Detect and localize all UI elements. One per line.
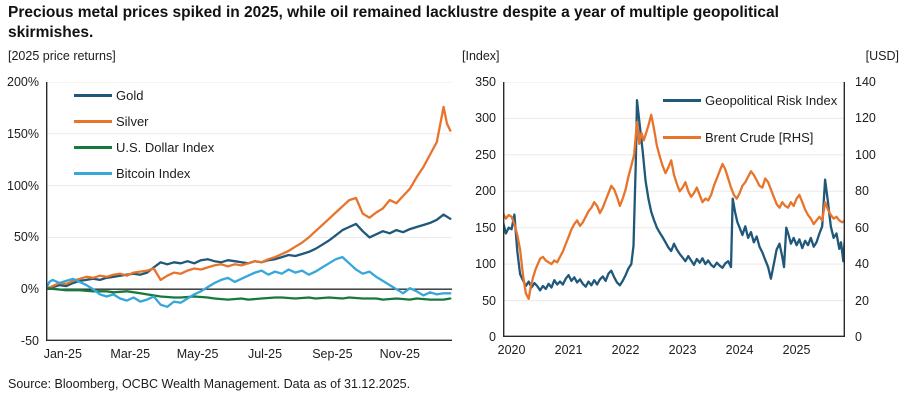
y-axis-tick-label: 40: [855, 257, 869, 272]
y-axis-tick-label: 0: [489, 330, 496, 344]
legend-item: Bitcoin Index: [74, 160, 214, 186]
series-line: [46, 287, 452, 301]
y-axis-tick-label: 50: [482, 293, 496, 308]
y-axis-tick-label: 60: [855, 220, 869, 235]
series-line: [503, 113, 845, 300]
legend-label: Bitcoin Index: [116, 165, 191, 181]
legend-label: U.S. Dollar Index: [116, 139, 215, 155]
price-returns-2025-svg: [46, 82, 452, 341]
series-line: [46, 255, 452, 308]
y-axis-tick-label: 120: [855, 111, 876, 126]
series-line: [46, 105, 452, 291]
legend-item: Silver: [74, 108, 214, 134]
y-axis-tick-label: 250: [475, 147, 496, 162]
legend-line-swatch: [74, 145, 112, 149]
x-axis-tick-label: 2022: [611, 343, 640, 357]
right-chart-left-axis-unit-label: [Index]: [462, 49, 500, 63]
x-axis-tick-label: Jan-25: [43, 347, 82, 361]
legend-label: Geopolitical Risk Index: [705, 93, 838, 108]
y-axis-tick-label: 20: [855, 293, 869, 308]
legend-label: Gold: [116, 87, 144, 103]
legend-label: Silver: [116, 113, 149, 129]
y-axis-tick-label: 80: [855, 184, 869, 199]
source-note: Source: Bloomberg, OCBC Wealth Managemen…: [8, 377, 411, 391]
legend-item: Geopolitical Risk Index: [663, 82, 837, 119]
series-line: [503, 99, 845, 292]
y-axis-tick-label: 0%: [20, 282, 39, 297]
x-axis-tick-label: Nov-25: [379, 347, 420, 361]
series-line: [46, 213, 452, 291]
x-axis-tick-label: 2021: [554, 343, 583, 357]
y-axis-tick-label: 140: [855, 75, 876, 89]
x-axis-tick-label: Mar-25: [110, 347, 151, 361]
returns-chart-plot: Gold Silver U.S. Dollar Index Bitcoin Index…: [7, 75, 452, 361]
y-axis-tick-label: 0: [855, 330, 862, 344]
legend-line-swatch: [663, 136, 701, 139]
figure-title: Precious metal prices spiked in 2025, wh…: [8, 4, 779, 41]
legend-line-swatch: [74, 93, 112, 97]
legend-line-swatch: [74, 119, 112, 123]
y-axis-tick-label: 300: [475, 111, 496, 126]
y-axis-tick-label: -50: [20, 334, 39, 348]
y-axis-tick-label: 50%: [13, 230, 39, 245]
x-axis-tick-label: Jul-25: [247, 347, 283, 361]
legend-label: Brent Crude [RHS]: [705, 130, 814, 145]
legend-item: Brent Crude [RHS]: [663, 119, 837, 156]
x-axis-tick-label: 2024: [725, 343, 754, 357]
x-axis-tick-label: Sep-25: [312, 347, 353, 361]
geopolitical-risk-vs-brent-svg: [503, 82, 845, 337]
right-chart-right-axis-unit-label: [USD]: [865, 49, 899, 63]
x-axis-tick-label: 2023: [668, 343, 697, 357]
y-axis-tick-label: 200%: [7, 75, 39, 89]
legend-item: Gold: [74, 82, 214, 108]
left-chart-axis-unit-label: [2025 price returns]: [8, 49, 116, 63]
gpr-brent-chart-plot: Geopolitical Risk Index Brent Crude [RHS]…: [475, 75, 876, 357]
legend-line-swatch: [663, 99, 701, 102]
returns-chart-legend: Gold Silver U.S. Dollar Index Bitcoin Index: [74, 82, 214, 186]
legend-line-swatch: [74, 171, 112, 175]
x-axis-tick-label: May-25: [176, 347, 219, 361]
y-axis-tick-label: 150%: [7, 126, 39, 141]
y-axis-tick-label: 350: [475, 75, 496, 89]
y-axis-tick-label: 150: [475, 220, 496, 235]
y-axis-tick-label: 200: [475, 184, 496, 199]
x-axis-tick-label: 2025: [782, 343, 811, 357]
y-axis-tick-label: 100: [475, 257, 496, 272]
gpr-brent-chart-legend: Geopolitical Risk Index Brent Crude [RHS]: [663, 82, 837, 156]
y-axis-tick-label: 100: [855, 147, 876, 162]
legend-item: U.S. Dollar Index: [74, 134, 214, 160]
y-axis-tick-label: 100%: [7, 178, 39, 193]
x-axis-tick-label: 2020: [497, 343, 526, 357]
